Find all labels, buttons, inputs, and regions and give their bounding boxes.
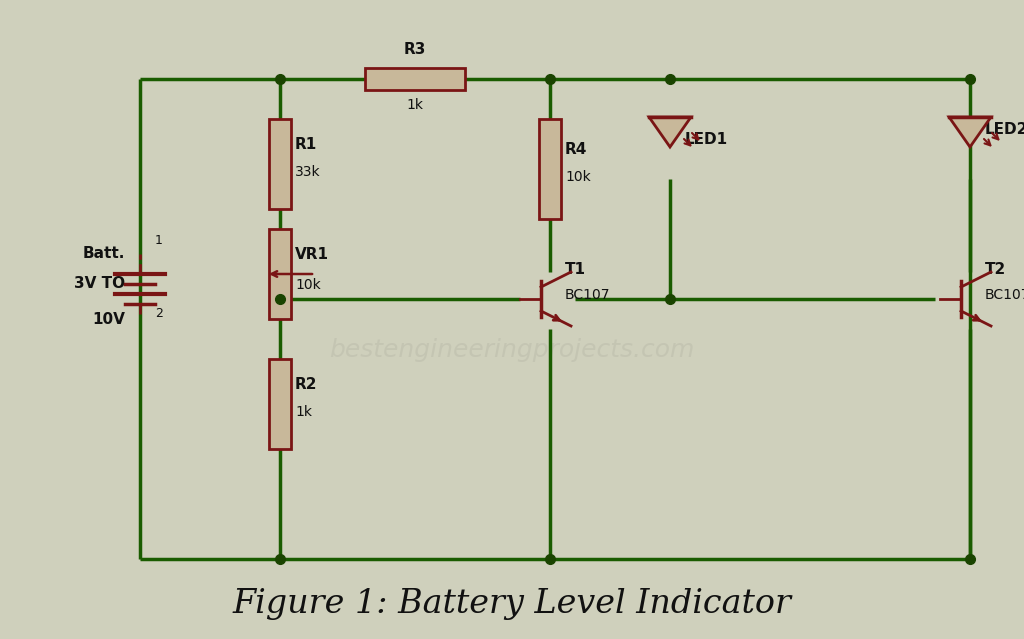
Text: R2: R2 [295,377,317,392]
Text: 10V: 10V [92,311,125,327]
Text: 2: 2 [155,307,163,320]
Text: T1: T1 [565,262,586,277]
Text: T2: T2 [985,262,1007,277]
Text: 10k: 10k [295,278,321,292]
Text: 1: 1 [155,234,163,247]
Text: R3: R3 [403,42,426,57]
Bar [269,229,291,319]
Text: 33k: 33k [295,165,321,179]
Bar [269,119,291,209]
Text: LED1: LED1 [685,132,728,147]
Bar [539,119,561,219]
Text: 1k: 1k [407,98,424,112]
Text: Batt.: Batt. [83,247,125,261]
Text: 3V TO: 3V TO [74,277,125,291]
Bar [269,359,291,449]
Polygon shape [649,117,691,147]
Text: R4: R4 [565,142,588,157]
Text: R1: R1 [295,137,317,152]
Text: Figure 1: Battery Level Indicator: Figure 1: Battery Level Indicator [232,588,792,620]
Text: 10k: 10k [565,170,591,184]
Text: BC107: BC107 [565,288,610,302]
Bar [365,68,465,90]
Text: LED2: LED2 [985,122,1024,137]
Text: VR1: VR1 [295,247,329,262]
Text: bestengineeringprojects.com: bestengineeringprojects.com [330,337,694,362]
Polygon shape [949,117,991,147]
Text: BC107: BC107 [985,288,1024,302]
Text: 1k: 1k [295,405,312,419]
